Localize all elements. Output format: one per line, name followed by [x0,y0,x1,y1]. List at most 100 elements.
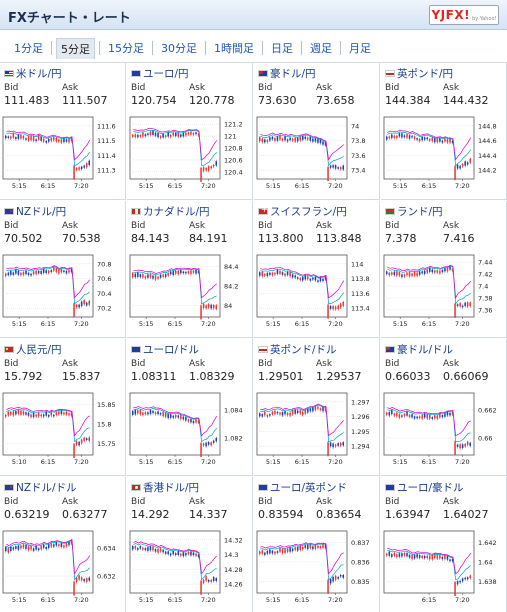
x-tick-label: 6:15 [422,320,437,328]
ask-label: Ask [316,221,333,231]
rate-cell[interactable]: カナダドル/円 Bid Ask 84.143 84.191 84.4 84.2 84 5:15 6… [127,201,253,338]
candle [461,578,464,582]
pair-link[interactable]: 英ポンド/ドル [258,342,337,356]
rate-cell[interactable]: スイスフラン/円 Bid Ask 113.800 113.848 114 113.8 113.… [254,201,380,338]
moving-average-long [260,132,344,161]
candle [210,579,212,582]
rate-cell[interactable]: ユーロ/ドル Bid Ask 1.08311 1.08329 1.084 1.082 5:15… [127,339,253,476]
candle [436,270,439,273]
candle [88,160,90,165]
mini-chart[interactable]: 1.084 1.082 5:15 6:15 7:20 [129,392,251,472]
yjfx-logo[interactable]: YJFX! by Yahoo! [429,5,499,25]
candle [88,437,90,441]
candle [210,304,212,309]
rate-cell[interactable]: ユーロ/豪ドル Bid Ask 1.63947 1.64027 1.642 1.64 1.63… [381,477,507,612]
tab-timeframe-7[interactable]: 月足 [349,41,371,55]
tab-timeframe-0[interactable]: 1分足 [14,41,43,55]
rate-cell[interactable]: 人民元/円 Bid Ask 15.792 15.837 15.85 15.8 15.75 5:1… [0,339,126,476]
candle [281,548,284,554]
pair-name: 英ポンド/円 [397,67,454,80]
mini-chart[interactable]: 14.32 14.3 14.28 14.26 5:15 6:15 7:20 [129,530,251,610]
mini-chart[interactable]: 0.634 0.632 5:15 6:15 7:20 [2,530,124,610]
pair-name: 人民元/円 [16,343,62,356]
candle [58,139,60,142]
candle [42,138,45,142]
rate-cell[interactable]: NZドル/円 Bid Ask 70.502 70.538 70.8 70.6 70.4 70.2… [0,201,126,338]
rate-cell[interactable]: NZドル/ドル Bid Ask 0.63219 0.63277 0.634 0.632 5:1… [0,477,126,612]
bid-value: 7.378 [385,232,417,245]
y-tick-label: 1.296 [351,413,370,421]
candle [449,138,451,143]
ask-value: 84.191 [189,232,228,245]
rate-cell[interactable]: 香港ドル/円 Bid Ask 14.292 14.337 14.32 14.3 14.28 14… [127,477,253,612]
mini-chart[interactable]: 0.662 0.66 5:15 6:15 7:20 [383,392,505,472]
mini-chart[interactable]: 84.4 84.2 84 5:15 6:15 7:20 [129,254,251,334]
pair-link[interactable]: ユーロ/豪ドル [385,480,464,494]
candle [32,548,35,551]
pair-link[interactable]: ユーロ/円 [131,66,189,80]
mini-chart[interactable]: 0.837 0.836 0.835 5:15 6:15 7:20 [256,530,378,610]
candle [386,271,388,275]
rate-cell[interactable]: ユーロ/英ポンド Bid Ask 0.83594 0.83654 0.837 0.836 0.… [254,477,380,612]
pair-link[interactable]: 香港ドル/円 [131,480,199,494]
candle [337,167,339,169]
tab-timeframe-1[interactable]: 5分足 [56,37,95,59]
mini-chart[interactable]: 7.44 7.42 7.4 7.38 7.36 5:15 6:15 7:20 [383,254,505,334]
pair-link[interactable]: 豪ドル/円 [258,66,316,80]
ask-label: Ask [316,83,333,93]
pair-link[interactable]: スイスフラン/円 [258,204,347,218]
mini-chart[interactable]: 1.642 1.64 1.638 6:15 7:20 [383,530,505,610]
tab-timeframe-5[interactable]: 日足 [271,41,293,55]
rate-cell[interactable]: 英ポンド/円 Bid Ask 144.384 144.432 144.8 144.6 144.… [381,63,507,200]
mini-chart[interactable]: 70.8 70.6 70.4 70.2 5:15 6:15 7:20 [2,254,124,334]
tab-timeframe-6[interactable]: 週足 [310,41,332,55]
mini-chart[interactable]: 121.2 121 120.8 120.6 120.4 5:15 6:15 7:20 [129,116,251,196]
rate-cell[interactable]: ランド/円 Bid Ask 7.378 7.416 7.44 7.42 7.4 7.38 7.36… [381,201,507,338]
tab-timeframe-4[interactable]: 1時間足 [214,41,254,55]
candle [30,414,32,418]
pair-link[interactable]: 人民元/円 [4,342,62,356]
candle [464,443,466,447]
candle [202,443,205,446]
x-tick-label: 7:20 [74,320,89,328]
pair-link[interactable]: カナダドル/円 [131,204,210,218]
tab-timeframe-3[interactable]: 30分足 [161,41,197,55]
pair-link[interactable]: NZドル/円 [4,204,66,218]
pair-link[interactable]: 米ドル/円 [4,66,62,80]
pair-link[interactable]: ランド/円 [385,204,443,218]
candle [144,134,147,137]
candle [58,544,60,547]
rate-cell[interactable]: 豪ドル/円 Bid Ask 73.630 73.658 74 73.8 73.6 73.4 5:1… [254,63,380,200]
mini-chart[interactable]: 111.6 111.5 111.4 111.3 5:15 6:15 7:20 [2,116,124,196]
mini-chart[interactable]: 1.297 1.296 1.295 1.294 5:15 6:15 7:20 [256,392,378,472]
bid-label: Bid [4,497,19,507]
tab-timeframe-2[interactable]: 15分足 [108,41,144,55]
pair-link[interactable]: ユーロ/英ポンド [258,480,347,494]
bid-value: 84.143 [131,232,170,245]
candle [177,550,180,556]
candle [411,554,413,560]
mini-chart[interactable]: 15.85 15.8 15.75 5:10 6:15 7:20 [2,392,124,472]
candle [416,416,418,419]
candle [210,166,212,169]
pair-link[interactable]: 豪ドル/ドル [385,342,453,356]
mini-chart[interactable]: 74 73.8 73.6 73.4 5:15 6:15 7:20 [256,116,378,196]
ask-value: 1.64027 [443,508,489,521]
rate-cell[interactable]: 英ポンド/ドル Bid Ask 1.29501 1.29537 1.297 1.296 1.2… [254,339,380,476]
candle [207,166,210,171]
pair-link[interactable]: 英ポンド/円 [385,66,453,80]
pair-link[interactable]: NZドル/ドル [4,480,77,494]
eu-flag-icon [131,345,141,353]
x-tick-label: 5:15 [266,596,281,604]
mini-chart[interactable]: 144.8 144.6 144.4 144.2 5:15 6:15 7:20 [383,116,505,196]
candle [32,271,35,275]
rate-cell[interactable]: 米ドル/円 Bid Ask 111.483 111.507 111.6 111.5 111.4… [0,63,126,200]
y-tick-label: 0.835 [351,578,370,586]
ask-value: 111.507 [62,94,108,107]
rate-cell[interactable]: ユーロ/円 Bid Ask 120.754 120.778 121.2 121 120.8 12… [127,63,253,200]
rate-cell[interactable]: 豪ドル/ドル Bid Ask 0.66033 0.66069 0.662 0.66 5:15 6… [381,339,507,476]
mini-chart[interactable]: 114 113.8 113.6 113.4 5:15 6:15 7:20 [256,254,378,334]
pair-link[interactable]: ユーロ/ドル [131,342,199,356]
pair-name: 豪ドル/円 [270,67,316,80]
candle [279,548,281,552]
